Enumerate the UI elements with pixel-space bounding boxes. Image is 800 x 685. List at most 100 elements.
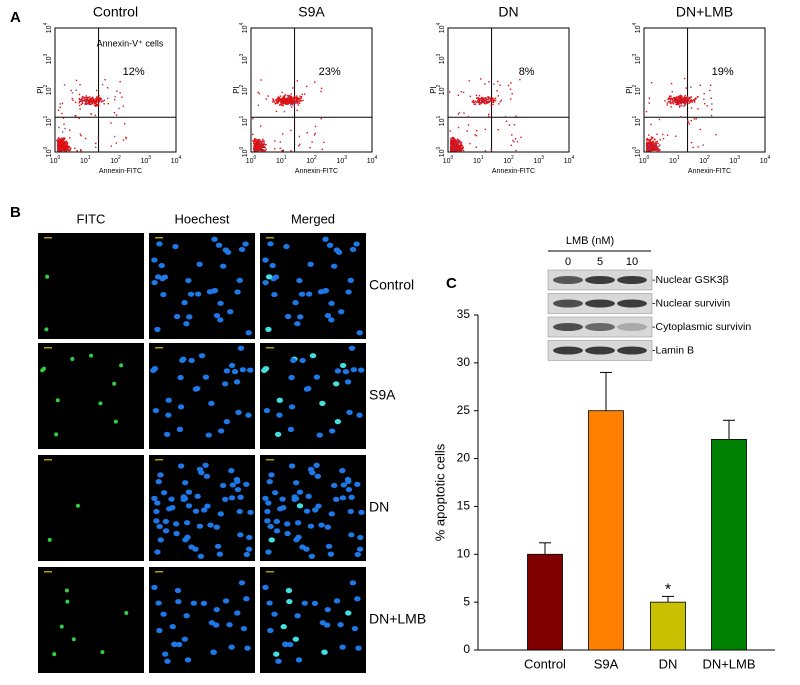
blot-band: [617, 347, 647, 355]
event-dot: [670, 106, 671, 107]
tick-base: 10: [242, 118, 249, 126]
bar: [528, 554, 563, 650]
tick-base: 10: [276, 158, 284, 165]
event-dot: [675, 136, 676, 137]
event-dot: [493, 98, 494, 99]
event-dot: [320, 91, 321, 92]
tick-base: 10: [729, 158, 737, 165]
blot-title: LMB (nM): [566, 235, 614, 247]
scale-bar: [155, 459, 163, 461]
event-dot: [72, 98, 73, 99]
y-tick-label: 0: [463, 642, 470, 656]
nucleus: [271, 292, 277, 297]
event-dot: [254, 143, 255, 144]
event-dot: [488, 96, 489, 97]
nucleus: [312, 601, 318, 606]
event-dot: [252, 134, 253, 135]
event-dot: [469, 143, 470, 144]
event-dot: [265, 98, 266, 99]
tick-base: 10: [439, 118, 446, 126]
event-dot: [670, 95, 671, 96]
event-dot: [79, 118, 80, 119]
nucleus: [337, 622, 343, 627]
tick-base: 10: [669, 158, 677, 165]
row-label: DN: [369, 499, 389, 515]
tick-label: 103: [729, 155, 740, 165]
y-axis-label: % apoptotic cells: [432, 443, 447, 541]
nucleus: [242, 241, 248, 246]
event-dot: [477, 100, 478, 101]
event-dot: [453, 147, 454, 148]
plot-frame: [448, 28, 569, 152]
event-dot: [119, 81, 120, 82]
tick-exponent: 2: [707, 155, 710, 161]
nucleus: [328, 317, 334, 322]
event-dot: [694, 118, 695, 119]
event-dot: [512, 93, 513, 94]
event-dot: [509, 124, 510, 125]
event-dot: [263, 140, 264, 141]
y-tick-label: 30: [457, 355, 471, 369]
event-dot: [652, 147, 653, 148]
nucleus: [174, 314, 180, 319]
event-dot: [61, 141, 62, 142]
tick-label: 104: [171, 155, 182, 165]
event-dot: [461, 91, 462, 92]
tick-label: 103: [336, 155, 347, 165]
nucleus: [348, 495, 354, 500]
nucleus: [166, 398, 172, 403]
event-dot: [294, 96, 295, 97]
event-dot: [488, 81, 489, 82]
y-tick: 103: [239, 53, 249, 64]
event-dot: [58, 147, 59, 148]
event-dot: [80, 100, 81, 101]
event-dot: [646, 148, 647, 149]
event-dot: [457, 140, 458, 141]
nucleus: [228, 468, 234, 473]
nucleus: [290, 358, 296, 363]
event-dot: [697, 146, 698, 147]
event-dot: [702, 144, 703, 145]
nucleus: [247, 510, 253, 515]
event-dot: [99, 98, 100, 99]
event-dot: [449, 91, 450, 92]
event-dot: [489, 100, 490, 101]
tick-label: 103: [436, 53, 446, 64]
nucleus: [313, 463, 319, 468]
tick-exponent: 3: [436, 53, 442, 56]
nucleus: [340, 363, 346, 368]
event-dot: [686, 87, 687, 88]
nucleus: [162, 652, 168, 657]
event-dot: [656, 141, 657, 142]
event-dot: [121, 96, 122, 97]
axis-label: Annexin-FITC: [688, 168, 731, 175]
micrograph: [149, 455, 255, 561]
nucleus: [156, 241, 162, 246]
event-dot: [498, 103, 499, 104]
nucleus: [315, 503, 321, 508]
tick-exponent: 1: [43, 115, 49, 118]
tick-base: 10: [80, 158, 88, 165]
nucleus: [210, 649, 216, 654]
event-dot: [287, 102, 288, 103]
event-dot: [682, 100, 683, 101]
nucleus: [235, 487, 241, 492]
event-dot: [261, 143, 262, 144]
event-dot: [290, 100, 291, 101]
nucleus: [274, 519, 280, 524]
y-tick: 103: [43, 53, 53, 64]
flow-plot: S9A23%100100101101102102103103104104Anne…: [232, 4, 377, 175]
tick-base: 10: [246, 158, 254, 165]
tick-label: 100: [436, 146, 446, 157]
event-dot: [484, 99, 485, 100]
nucleus: [243, 482, 249, 487]
nucleus: [154, 327, 160, 332]
event-dot: [314, 81, 315, 82]
tick-exponent: 1: [88, 155, 91, 161]
event-dot: [97, 98, 98, 99]
nucleus: [222, 497, 228, 502]
nucleus: [234, 479, 240, 484]
nucleus: [223, 598, 229, 603]
event-dot: [290, 130, 291, 131]
nucleus: [243, 596, 249, 601]
